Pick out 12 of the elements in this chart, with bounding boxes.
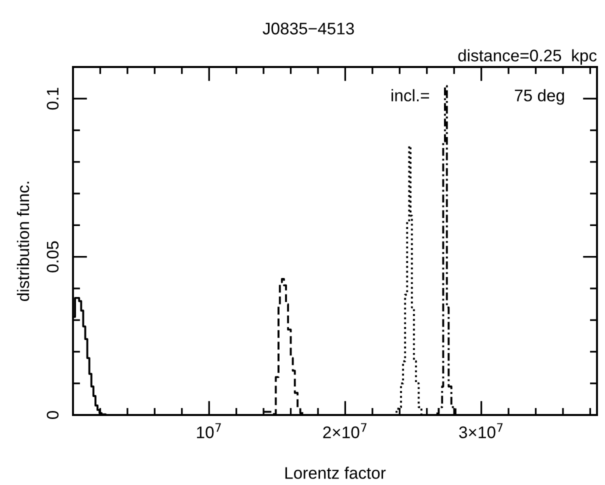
x-tick-label: 2×10$^{7}$	[323, 423, 366, 438]
y-axis-title: distribution func.	[16, 182, 30, 301]
chart-subtitle: distance=0.25 kpc	[458, 49, 597, 65]
y-tick-label: 0.1	[46, 88, 59, 110]
x-tick-label: 3×10$^{7}$	[459, 423, 503, 438]
x-axis-title: Lorentz factor	[285, 466, 386, 479]
y-tick-label: 0.05	[46, 241, 59, 272]
annotation: incl.=	[392, 89, 430, 102]
chart-title: J0835−4513	[262, 22, 354, 34]
y-tick-label: 0	[46, 411, 59, 419]
annotation: 75 deg	[514, 89, 564, 105]
x-tick-label: 10$^{7}$	[197, 423, 221, 438]
